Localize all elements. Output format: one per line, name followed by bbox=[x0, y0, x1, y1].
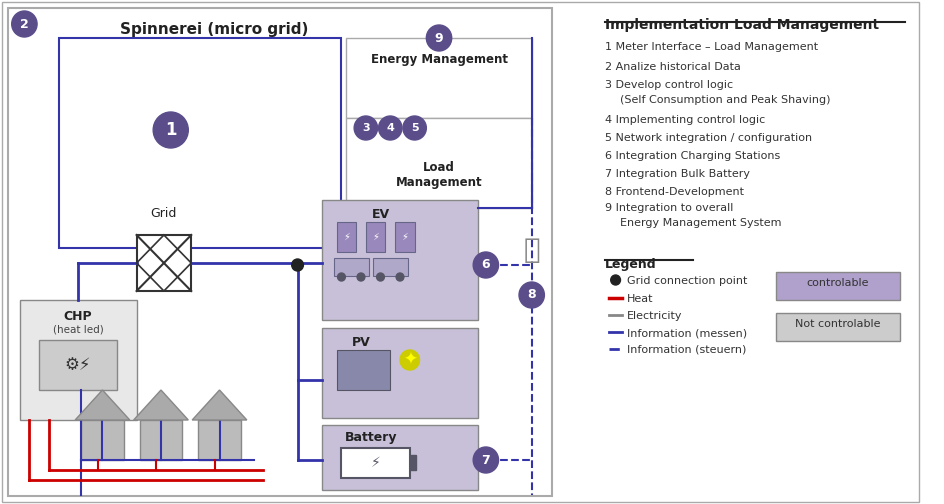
Text: 3 Develop control logic: 3 Develop control logic bbox=[605, 80, 733, 90]
Text: ⚡: ⚡ bbox=[343, 232, 350, 242]
FancyBboxPatch shape bbox=[366, 222, 385, 252]
Polygon shape bbox=[76, 390, 129, 420]
FancyBboxPatch shape bbox=[776, 272, 901, 300]
FancyBboxPatch shape bbox=[198, 420, 241, 460]
Text: ⚡: ⚡ bbox=[401, 232, 409, 242]
Text: 4: 4 bbox=[386, 123, 395, 133]
Text: ⚙⚡: ⚙⚡ bbox=[65, 356, 92, 374]
FancyBboxPatch shape bbox=[333, 258, 369, 276]
Text: Information (messen): Information (messen) bbox=[628, 328, 748, 338]
Circle shape bbox=[473, 447, 498, 473]
Text: ⚡: ⚡ bbox=[371, 456, 380, 470]
Circle shape bbox=[519, 282, 545, 308]
Text: ⚡: ⚡ bbox=[372, 232, 379, 242]
Text: Energy Management: Energy Management bbox=[371, 53, 508, 67]
Text: 6: 6 bbox=[481, 259, 490, 272]
Circle shape bbox=[611, 275, 620, 285]
FancyBboxPatch shape bbox=[396, 222, 414, 252]
Circle shape bbox=[292, 259, 303, 271]
FancyBboxPatch shape bbox=[346, 118, 531, 208]
FancyBboxPatch shape bbox=[337, 222, 356, 252]
Text: 7: 7 bbox=[481, 454, 490, 467]
Text: Information (steuern): Information (steuern) bbox=[628, 345, 747, 355]
Text: Heat: Heat bbox=[628, 294, 654, 304]
Circle shape bbox=[153, 112, 188, 148]
Text: 7 Integration Bulk Battery: 7 Integration Bulk Battery bbox=[605, 169, 750, 179]
Text: 4 Implementing control logic: 4 Implementing control logic bbox=[605, 115, 766, 125]
Text: Legend: Legend bbox=[605, 258, 656, 271]
Circle shape bbox=[400, 350, 419, 370]
Text: 👤: 👤 bbox=[523, 236, 540, 264]
Text: Spinnerei (micro grid): Spinnerei (micro grid) bbox=[121, 22, 309, 37]
Circle shape bbox=[377, 273, 384, 281]
Text: 6 Integration Charging Stations: 6 Integration Charging Stations bbox=[605, 151, 780, 161]
FancyBboxPatch shape bbox=[373, 258, 408, 276]
FancyBboxPatch shape bbox=[140, 420, 182, 460]
FancyBboxPatch shape bbox=[322, 425, 478, 490]
Text: 1: 1 bbox=[165, 121, 177, 139]
Text: 5 Network integration / configuration: 5 Network integration / configuration bbox=[605, 133, 812, 143]
FancyBboxPatch shape bbox=[59, 38, 342, 248]
FancyBboxPatch shape bbox=[39, 340, 117, 390]
FancyBboxPatch shape bbox=[342, 448, 410, 478]
Text: 3: 3 bbox=[362, 123, 370, 133]
Text: (Self Consumption and Peak Shaving): (Self Consumption and Peak Shaving) bbox=[619, 95, 830, 105]
Text: ✦: ✦ bbox=[403, 351, 416, 369]
Circle shape bbox=[354, 116, 378, 140]
Text: Implementation Load Management: Implementation Load Management bbox=[605, 18, 879, 32]
Text: Load
Management: Load Management bbox=[396, 161, 482, 189]
Text: Not controlable: Not controlable bbox=[795, 319, 881, 329]
Text: 9 Integration to overall: 9 Integration to overall bbox=[605, 203, 733, 213]
Text: 1 Meter Interface – Load Management: 1 Meter Interface – Load Management bbox=[605, 42, 818, 52]
Circle shape bbox=[338, 273, 346, 281]
Circle shape bbox=[357, 273, 365, 281]
Text: EV: EV bbox=[371, 208, 390, 221]
FancyBboxPatch shape bbox=[8, 8, 552, 496]
Circle shape bbox=[403, 116, 427, 140]
Text: CHP: CHP bbox=[64, 309, 93, 323]
Text: (heat led): (heat led) bbox=[53, 325, 104, 335]
Text: 2 Analize historical Data: 2 Analize historical Data bbox=[605, 62, 741, 72]
Circle shape bbox=[11, 11, 37, 37]
Text: Grid: Grid bbox=[151, 207, 177, 220]
FancyBboxPatch shape bbox=[20, 300, 137, 420]
FancyBboxPatch shape bbox=[81, 420, 124, 460]
Text: 8 Frontend-Development: 8 Frontend-Development bbox=[605, 187, 744, 197]
FancyBboxPatch shape bbox=[346, 38, 531, 118]
Text: Electricity: Electricity bbox=[628, 311, 683, 321]
FancyBboxPatch shape bbox=[776, 313, 901, 341]
Text: 9: 9 bbox=[434, 31, 444, 44]
Text: PV: PV bbox=[351, 336, 370, 348]
Polygon shape bbox=[134, 390, 188, 420]
Circle shape bbox=[473, 252, 498, 278]
Text: Battery: Battery bbox=[345, 431, 397, 445]
FancyBboxPatch shape bbox=[322, 200, 478, 320]
Circle shape bbox=[379, 116, 402, 140]
FancyBboxPatch shape bbox=[322, 328, 478, 418]
Text: 5: 5 bbox=[411, 123, 418, 133]
FancyBboxPatch shape bbox=[337, 350, 390, 390]
Text: Energy Management System: Energy Management System bbox=[619, 218, 781, 228]
Text: 2: 2 bbox=[20, 18, 28, 31]
Text: Grid connection point: Grid connection point bbox=[628, 276, 748, 286]
FancyBboxPatch shape bbox=[410, 455, 415, 470]
Circle shape bbox=[427, 25, 452, 51]
Text: controlable: controlable bbox=[807, 278, 869, 288]
FancyBboxPatch shape bbox=[137, 235, 192, 291]
Polygon shape bbox=[193, 390, 246, 420]
Circle shape bbox=[396, 273, 404, 281]
Text: 8: 8 bbox=[528, 288, 536, 301]
